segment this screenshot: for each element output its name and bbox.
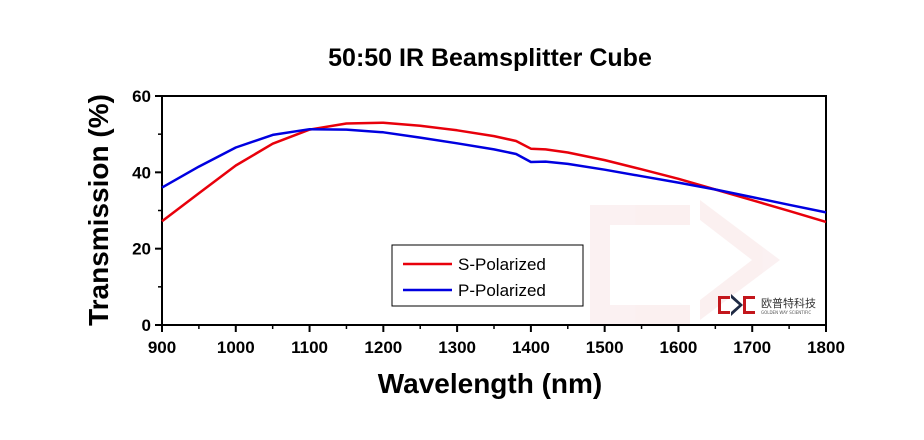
legend-label-s-polarized: S-Polarized: [458, 255, 546, 274]
series-line-p-polarized: [161, 127, 827, 214]
legend-label-p-polarized: P-Polarized: [458, 281, 546, 300]
x-tick-label: 1800: [807, 338, 845, 357]
brand-logo-text: 欧普特科技: [761, 296, 816, 310]
y-tick-label: 60: [132, 87, 151, 106]
legend-box: [391, 244, 584, 307]
y-axis-title: Transmission (%): [83, 94, 114, 326]
brand-logo-mark: [718, 294, 755, 316]
watermark: [590, 200, 780, 325]
x-tick-label: 900: [148, 338, 176, 357]
x-tick-label: 1300: [438, 338, 476, 357]
x-axis: 900 1000 1100 1200 1300 1400 1500 1600 1700 1800: [148, 325, 845, 357]
x-tick-label: 1100: [291, 338, 328, 357]
x-tick-label: 1600: [660, 338, 698, 357]
y-tick-label: 0: [142, 316, 151, 335]
y-tick-label: 20: [132, 240, 151, 259]
legend: S-Polarized P-Polarized: [391, 244, 584, 307]
x-tick-label: 1200: [364, 338, 402, 357]
brand-logo-subtext: GOLDEN WAY SCIENTIFIC: [761, 310, 811, 315]
x-tick-label: 1000: [217, 338, 255, 357]
y-axis: 0 20 40 60: [132, 87, 162, 335]
y-tick-label: 40: [132, 163, 151, 182]
chart-title: 50:50 IR Beamsplitter Cube: [328, 44, 652, 72]
series-lines: [161, 121, 827, 224]
x-axis-title: Wavelength (nm): [378, 368, 603, 399]
x-tick-label: 1700: [733, 338, 771, 357]
x-tick-label: 1400: [512, 338, 550, 357]
brand-logo: 欧普特科技 GOLDEN WAY SCIENTIFIC: [718, 294, 816, 316]
x-tick-label: 1500: [586, 338, 624, 357]
